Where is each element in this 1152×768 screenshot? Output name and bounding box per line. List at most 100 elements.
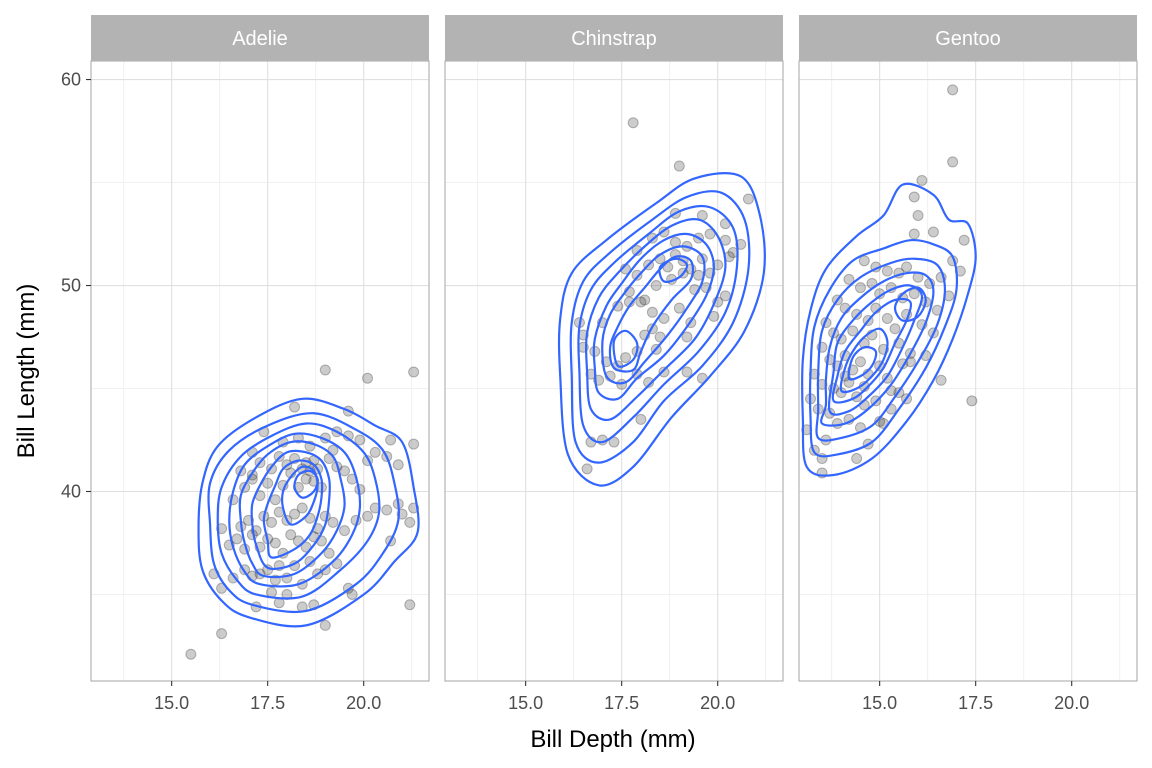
density-contour [250,449,331,571]
data-point [404,516,416,528]
data-point [658,366,670,378]
data-point [681,331,693,343]
data-point [881,312,893,324]
density-contour [262,459,324,559]
x-axis: 15.0 17.5 20.0 15.0 17.5 20.0 15.0 17.5 20.0 [154,681,1089,713]
density-contour [557,172,766,487]
data-point [851,308,863,320]
data-point [392,459,404,471]
data-point [681,366,693,378]
data-point [362,510,374,522]
data-point [369,446,381,458]
data-point [673,302,685,314]
data-point [354,434,366,446]
data-point [704,228,716,240]
x-tick-label: 17.5 [250,693,285,713]
density-contour [827,284,924,416]
data-point [323,547,335,559]
data-point [854,356,866,368]
density-contour [238,440,346,579]
data-point [185,648,197,660]
density-contour [601,245,706,385]
panel-background [445,61,783,681]
data-point [631,269,643,281]
density-contour [815,257,947,442]
data-point [269,494,281,506]
data-point [627,117,639,129]
density-contour [808,238,959,458]
data-point [346,588,358,600]
strip-label-gentoo: Gentoo [935,28,1001,50]
density-contour [577,205,739,444]
data-point [935,374,947,386]
data-point [927,226,939,238]
density-contour [839,327,889,394]
data-point [966,395,978,407]
density-contour [228,432,362,588]
x-tick-label: 20.0 [346,693,381,713]
data-point [608,436,620,448]
data-point [285,529,297,541]
data-point [304,556,316,568]
panel-background [91,61,429,681]
data-point [385,434,397,446]
panel-background [799,61,1137,681]
data-point [712,259,724,271]
data-point [635,413,647,425]
data-point [646,306,658,318]
strip-chinstrap [445,15,783,61]
y-tick-label: 60 [61,70,81,90]
density-contour [608,255,695,373]
data-point [227,572,239,584]
data-point [947,84,959,96]
data-point [319,619,331,631]
density-contour [831,297,913,404]
facets-layer: Adelie Chinstrap Gentoo [90,15,1138,682]
x-tick-label: 20.0 [1054,693,1089,713]
x-tick-label: 17.5 [958,693,993,713]
data-point [854,282,866,294]
data-point [958,234,970,246]
data-point [296,502,308,514]
y-axis-title: Bill Length (mm) [13,284,40,459]
data-point [620,352,632,364]
data-point [300,473,312,485]
strip-label-chinstrap: Chinstrap [571,28,657,50]
data-point [901,261,913,273]
data-point [719,290,731,302]
x-tick-label: 15.0 [508,693,543,713]
density-contour [207,412,400,614]
density-contour [197,397,420,628]
data-point [912,209,924,221]
strip-label-adelie: Adelie [232,28,288,50]
data-point [319,364,331,376]
data-point [908,191,920,203]
density-contour [592,232,715,401]
x-tick-label: 17.5 [604,693,639,713]
density-contour [584,218,727,421]
data-point [908,228,920,240]
facet-gentoo: Gentoo [798,15,1138,682]
density-contour [658,257,689,283]
x-axis-title: Bill Depth (mm) [530,726,695,753]
density-contour [893,286,927,323]
x-tick-label: 20.0 [700,693,735,713]
data-point [339,525,350,537]
data-point [947,156,959,168]
facet-chinstrap: Chinstrap [444,15,784,682]
contours-adelie [197,397,420,628]
density-contour [847,345,878,381]
y-tick-label: 50 [61,276,81,296]
data-point [843,273,855,285]
data-point [362,372,374,384]
data-point [650,280,662,292]
x-tick-label: 15.0 [154,693,189,713]
data-point [266,516,278,528]
data-point [851,453,863,465]
data-point [289,401,301,413]
density-contour [820,271,935,427]
data-point [889,323,901,335]
data-point [327,516,339,528]
points-gentoo [801,84,978,479]
